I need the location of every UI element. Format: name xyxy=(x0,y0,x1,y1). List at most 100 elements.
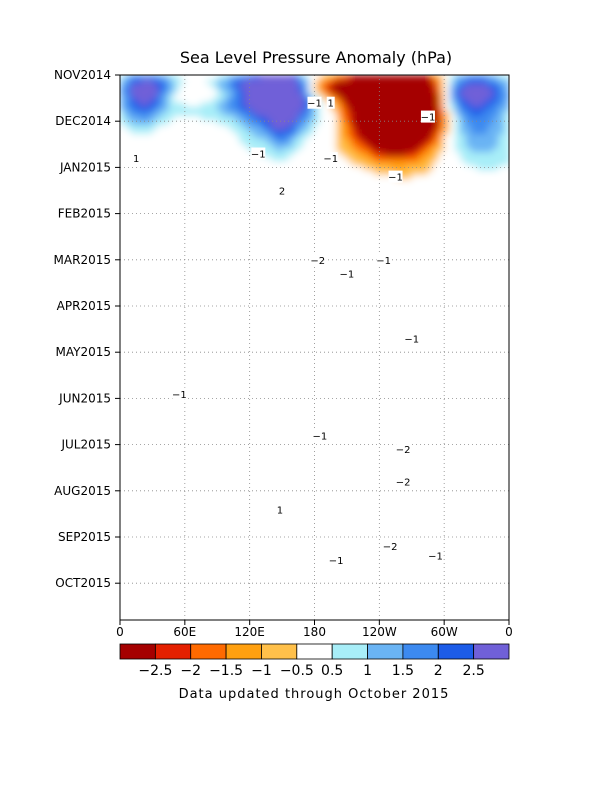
anomaly-cell xyxy=(444,179,451,185)
anomaly-cell xyxy=(341,93,348,99)
anomaly-cell xyxy=(233,75,240,81)
anomaly-cell xyxy=(444,315,451,321)
anomaly-cell xyxy=(330,383,337,389)
anomaly-cell xyxy=(233,383,240,389)
anomaly-cell xyxy=(503,138,509,144)
anomaly-cell xyxy=(411,379,418,385)
anomaly-cell xyxy=(201,197,208,203)
anomaly-cell xyxy=(400,247,407,253)
anomaly-cell xyxy=(190,361,197,367)
anomaly-cell xyxy=(357,102,364,108)
anomaly-cell xyxy=(373,129,380,135)
anomaly-cell xyxy=(163,306,170,312)
anomaly-cell xyxy=(476,233,483,240)
anomaly-cell xyxy=(120,383,127,389)
anomaly-cell xyxy=(309,233,316,240)
anomaly-cell xyxy=(395,383,402,389)
anomaly-cell xyxy=(330,252,337,258)
anomaly-cell xyxy=(179,152,186,158)
anomaly-cell xyxy=(395,124,402,131)
anomaly-cell xyxy=(211,270,218,276)
anomaly-cell xyxy=(330,206,337,212)
anomaly-cell xyxy=(476,374,483,380)
anomaly-cell xyxy=(492,84,499,90)
anomaly-cell xyxy=(287,97,294,103)
anomaly-cell xyxy=(238,243,245,249)
anomaly-cell xyxy=(352,347,359,353)
anomaly-cell xyxy=(319,165,326,171)
anomaly-cell xyxy=(222,206,229,212)
anomaly-cell xyxy=(454,202,461,208)
anomaly-cell xyxy=(357,156,364,162)
anomaly-cell xyxy=(276,274,283,280)
anomaly-cell xyxy=(503,174,509,181)
anomaly-cell xyxy=(276,88,283,94)
anomaly-cell xyxy=(298,79,305,85)
anomaly-cell xyxy=(168,120,175,126)
anomaly-cell xyxy=(179,338,186,344)
anomaly-cell xyxy=(201,333,208,340)
anomaly-cell xyxy=(249,302,256,308)
anomaly-cell xyxy=(465,338,472,344)
anomaly-cell xyxy=(244,174,251,181)
anomaly-cell xyxy=(206,279,213,285)
anomaly-cell xyxy=(141,329,148,335)
anomaly-cell xyxy=(168,388,175,394)
anomaly-cell xyxy=(179,79,186,85)
anomaly-cell xyxy=(163,179,170,185)
anomaly-cell xyxy=(174,279,181,285)
anomaly-cell xyxy=(233,220,240,226)
anomaly-cell xyxy=(487,229,494,235)
anomaly-cell xyxy=(330,320,337,326)
anomaly-cell xyxy=(141,247,148,253)
anomaly-cell xyxy=(244,224,251,231)
anomaly-cell xyxy=(292,279,299,285)
anomaly-cell xyxy=(433,138,440,144)
anomaly-cell xyxy=(433,97,440,103)
anomaly-cell xyxy=(503,206,509,212)
anomaly-cell xyxy=(476,220,483,226)
anomaly-cell xyxy=(460,224,467,231)
anomaly-cell xyxy=(184,265,191,271)
anomaly-cell xyxy=(195,84,202,90)
anomaly-cell xyxy=(292,324,299,330)
anomaly-cell xyxy=(152,170,159,176)
anomaly-cell xyxy=(363,193,370,199)
anomaly-cell xyxy=(417,152,424,158)
anomaly-cell xyxy=(238,329,245,335)
anomaly-cell xyxy=(276,170,283,176)
anomaly-cell xyxy=(373,106,380,112)
anomaly-cell xyxy=(179,143,186,149)
anomaly-cell xyxy=(282,220,289,226)
anomaly-cell xyxy=(265,93,272,99)
anomaly-cell xyxy=(190,283,197,290)
anomaly-cell xyxy=(465,247,472,253)
anomaly-cell xyxy=(363,283,370,290)
anomaly-cell xyxy=(130,215,137,221)
anomaly-cell xyxy=(125,170,132,176)
anomaly-cell xyxy=(503,283,509,290)
anomaly-cell xyxy=(168,252,175,258)
anomaly-cell xyxy=(276,279,283,285)
anomaly-cell xyxy=(417,161,424,167)
anomaly-cell xyxy=(449,79,456,85)
anomaly-cell xyxy=(174,320,181,326)
anomaly-cell xyxy=(287,215,294,221)
anomaly-cell xyxy=(395,338,402,344)
anomaly-cell xyxy=(271,215,278,221)
anomaly-cell xyxy=(179,306,186,312)
anomaly-cell xyxy=(368,347,375,353)
anomaly-cell xyxy=(276,84,283,90)
anomaly-cell xyxy=(168,324,175,330)
anomaly-cell xyxy=(433,324,440,330)
anomaly-cell xyxy=(265,265,272,271)
anomaly-cell xyxy=(179,283,186,290)
anomaly-cell xyxy=(422,320,429,326)
anomaly-cell xyxy=(249,129,256,135)
anomaly-cell xyxy=(368,188,375,194)
anomaly-cell xyxy=(163,97,170,103)
anomaly-cell xyxy=(471,324,478,330)
anomaly-cell xyxy=(217,347,224,353)
anomaly-cell xyxy=(244,238,251,244)
anomaly-cell xyxy=(163,224,170,231)
